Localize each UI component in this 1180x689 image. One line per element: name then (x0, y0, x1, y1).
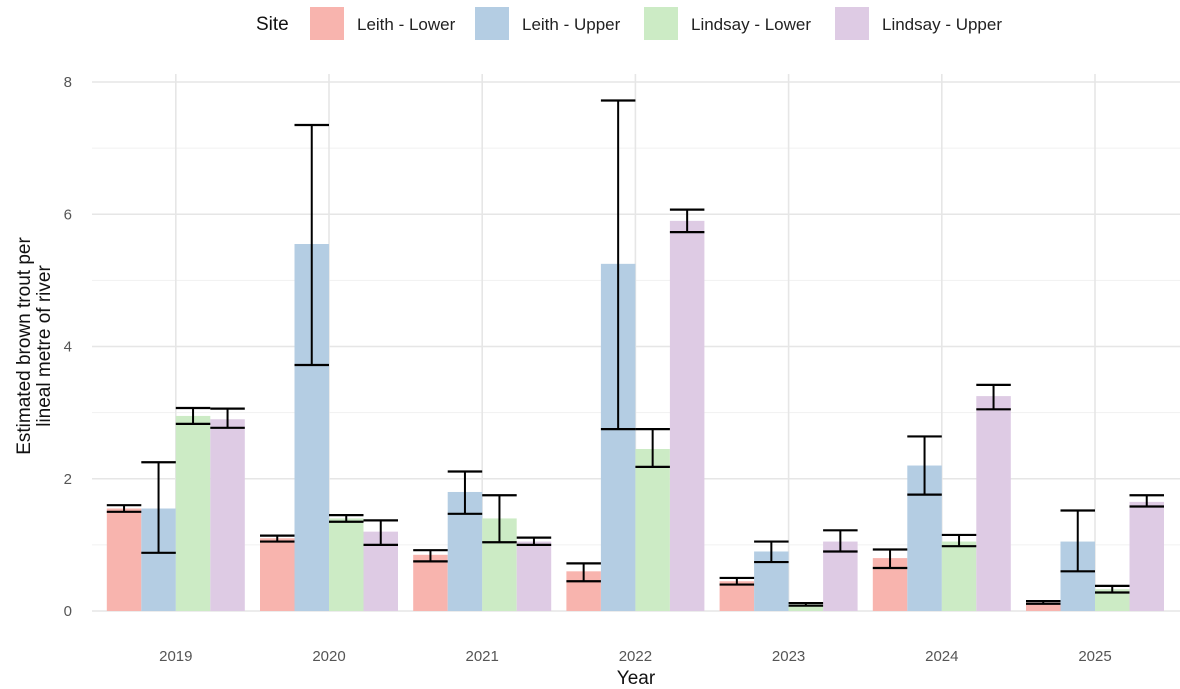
error-bar (210, 407, 245, 429)
bar-lindsay-lower (329, 518, 364, 611)
bars (106, 220, 1164, 612)
error-bar (413, 549, 448, 563)
legend-item: Leith - Lower (310, 7, 456, 40)
bar-lindsay-lower (635, 448, 670, 611)
error-bar (447, 470, 483, 515)
bar-lindsay-lower (1095, 589, 1130, 611)
legend-swatch (475, 7, 509, 40)
legend-item: Lindsay - Lower (644, 7, 811, 40)
y-tick-labels: 0 2 4 6 8 (64, 74, 72, 620)
legend-label: Leith - Lower (357, 15, 456, 34)
error-bar (141, 461, 176, 554)
y-tick-label: 8 (64, 74, 72, 91)
y-tick-label: 4 (64, 339, 72, 356)
bar-lindsay-lower (941, 541, 977, 611)
error-bar (260, 534, 295, 543)
error-bar (1026, 599, 1061, 605)
error-bar (635, 428, 670, 468)
x-tick-label: 2021 (466, 648, 499, 665)
error-bar (823, 529, 858, 553)
legend-swatch (835, 7, 869, 40)
x-tick-label: 2019 (159, 648, 192, 665)
y-axis-title: Estimated brown trout per lineal metre o… (14, 237, 55, 455)
error-bar (719, 576, 755, 586)
bar-leith-lower (260, 538, 295, 611)
x-tick-label: 2022 (619, 648, 652, 665)
x-axis-title: Year (617, 668, 656, 689)
error-bar (907, 435, 942, 496)
error-bars (106, 99, 1164, 607)
legend: Site Leith - Lower Leith - Upper Lindsay -… (256, 7, 1002, 40)
bar-leith-lower (413, 554, 448, 611)
error-bar (294, 123, 329, 367)
x-tick-label: 2020 (312, 648, 345, 665)
bar-lindsay-upper (1129, 501, 1164, 611)
y-tick-label: 2 (64, 471, 72, 488)
error-bar (566, 562, 601, 583)
x-tick-label: 2025 (1078, 648, 1111, 665)
x-tick-label: 2024 (925, 648, 958, 665)
x-tick-label: 2023 (772, 648, 805, 665)
y-axis-title-line-1: Estimated brown trout per (14, 237, 35, 455)
y-tick-label: 0 (64, 603, 72, 620)
bar-lindsay-upper (210, 419, 245, 611)
error-bar (1095, 584, 1130, 594)
bar-leith-lower (1026, 602, 1061, 611)
x-tick-labels: 2019 2020 2021 2022 2023 2024 2025 (159, 648, 1112, 665)
error-bar (788, 601, 824, 607)
error-bar (600, 99, 636, 431)
error-bar (363, 519, 398, 546)
bar-leith-lower (106, 508, 142, 611)
error-bar (941, 533, 977, 548)
legend-title: Site (256, 14, 289, 35)
error-bar (754, 540, 789, 564)
legend-label: Leith - Upper (522, 15, 621, 34)
error-bar (872, 548, 908, 570)
error-bar (106, 504, 142, 513)
legend-item: Leith - Upper (475, 7, 621, 40)
error-bar (1129, 494, 1164, 508)
bar-lindsay-lower (175, 415, 211, 611)
error-bar (516, 536, 552, 546)
legend-swatch (644, 7, 678, 40)
legend-label: Lindsay - Upper (882, 15, 1002, 34)
bar-lindsay-upper (823, 541, 858, 611)
error-bar (1060, 509, 1095, 573)
y-tick-label: 6 (64, 206, 72, 223)
bar-lindsay-lower (788, 604, 824, 611)
error-bar (482, 494, 517, 544)
y-axis-title-line-2: lineal metre of river (34, 265, 55, 427)
legend-label: Lindsay - Lower (691, 15, 811, 34)
error-bar (669, 208, 705, 234)
bar-lindsay-upper (669, 220, 705, 612)
bar-leith-lower (719, 581, 755, 611)
bar-lindsay-upper (516, 541, 552, 611)
legend-swatch (310, 7, 344, 40)
legend-item: Lindsay - Upper (835, 7, 1002, 40)
error-bar (329, 514, 364, 523)
error-bar (175, 406, 211, 425)
error-bar (976, 383, 1011, 411)
bar-lindsay-upper (976, 396, 1011, 611)
